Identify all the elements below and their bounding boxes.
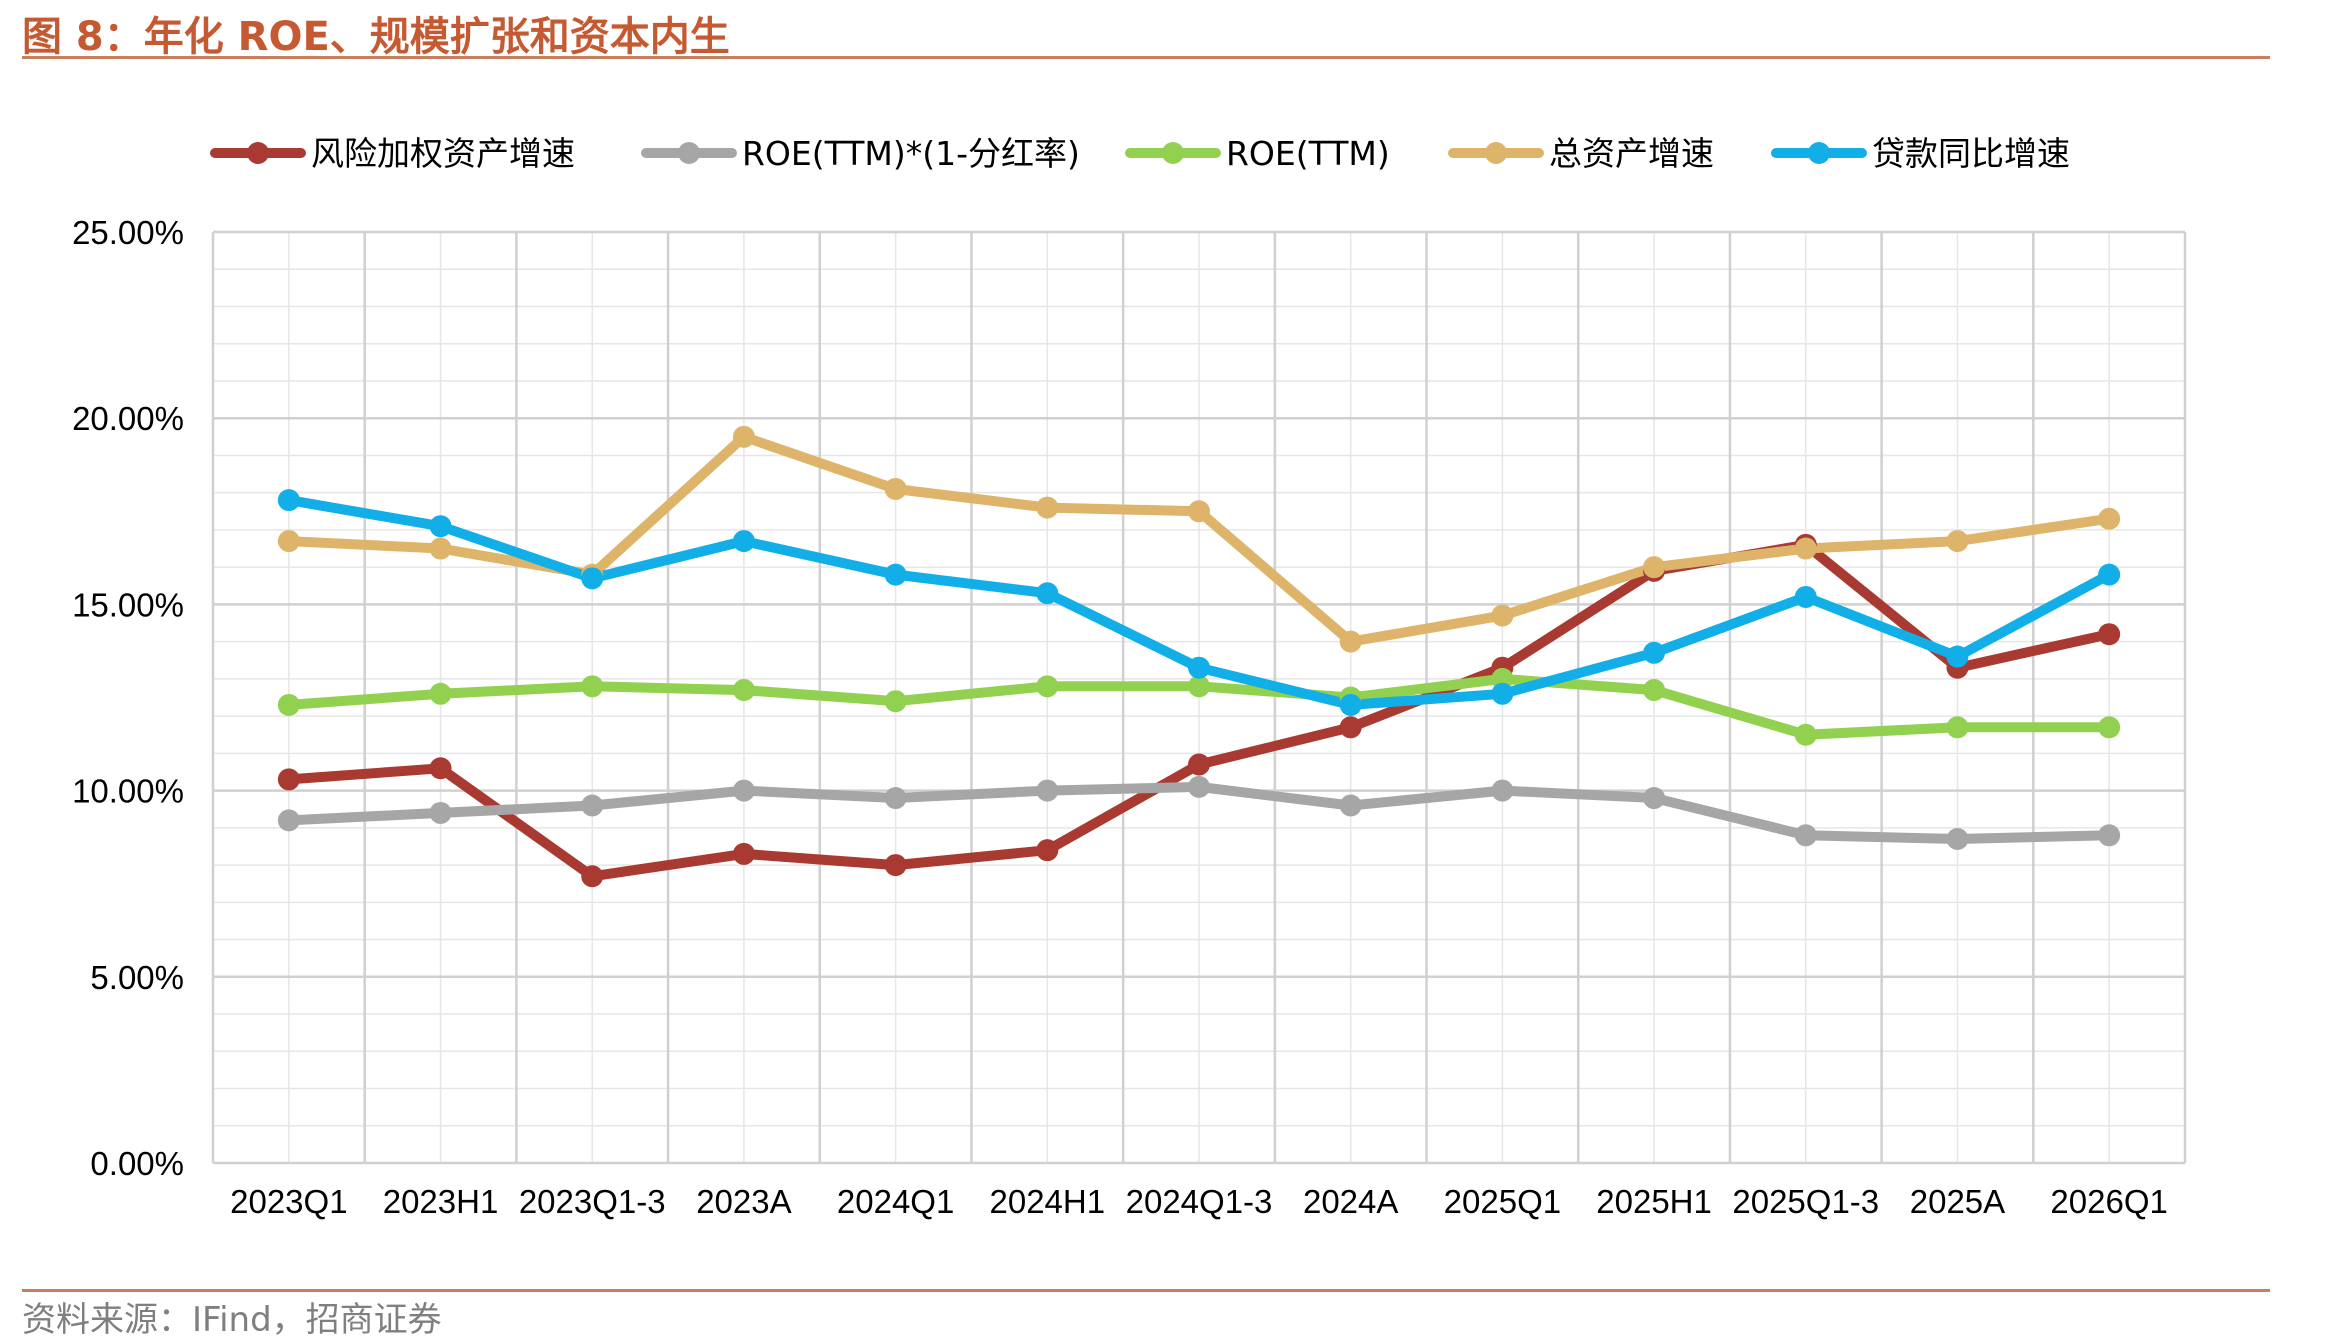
- data-point: [429, 515, 452, 538]
- data-point: [1794, 824, 1817, 847]
- data-point: [1491, 682, 1514, 705]
- data-point: [1643, 641, 1666, 664]
- data-point: [1339, 794, 1362, 817]
- y-tick-label: 5.00%: [90, 959, 184, 996]
- legend: 风险加权资产增速 ROE(TTM)*(1-分红率) ROE(TTM) 总资产增速 贷款同…: [210, 134, 2070, 173]
- line-chart: 0.00% 5.00% 10.00% 15.00% 20.00% 25.00% 2023Q…: [72, 134, 2187, 1220]
- x-tick-label: 2025Q1-3: [1732, 1183, 1879, 1220]
- data-point: [1036, 582, 1059, 605]
- data-point: [1036, 675, 1059, 698]
- data-point: [277, 768, 300, 791]
- y-axis-tick-labels: 0.00% 5.00% 10.00% 15.00% 20.00% 25.00%: [72, 214, 184, 1182]
- data-point: [1643, 556, 1666, 579]
- data-point: [1946, 828, 1969, 851]
- legend-label-3: 总资产增速: [1549, 134, 1714, 173]
- data-point: [2098, 716, 2121, 739]
- data-point: [429, 682, 452, 705]
- data-point: [732, 679, 755, 702]
- data-point: [429, 757, 452, 780]
- data-point: [2098, 507, 2121, 530]
- data-point: [1036, 779, 1059, 802]
- y-tick-label: 25.00%: [72, 214, 184, 251]
- data-point: [277, 693, 300, 716]
- data-point: [1188, 656, 1210, 679]
- data-point: [732, 425, 755, 448]
- legend-label-4: 贷款同比增速: [1872, 134, 2070, 173]
- data-point: [2098, 563, 2121, 586]
- data-point: [1491, 779, 1514, 802]
- source-note: 资料来源：IFind，招商证券: [22, 1300, 442, 1340]
- data-point: [1339, 630, 1362, 653]
- data-point: [1188, 775, 1210, 798]
- data-point: [277, 809, 300, 832]
- legend-label-0: 风险加权资产增速: [311, 134, 575, 173]
- data-point: [1339, 693, 1362, 716]
- data-point: [1491, 604, 1514, 627]
- legend-marker-1: [678, 142, 700, 164]
- data-point: [1339, 716, 1362, 739]
- data-point: [1188, 500, 1210, 523]
- x-tick-label: 2026Q1: [2050, 1183, 2167, 1220]
- data-point: [277, 530, 300, 553]
- data-point: [2098, 623, 2121, 646]
- x-tick-label: 2024A: [1303, 1183, 1398, 1220]
- y-tick-label: 0.00%: [90, 1145, 184, 1182]
- data-point: [429, 537, 452, 560]
- data-point: [1188, 675, 1210, 698]
- x-tick-label: 2024H1: [990, 1183, 1106, 1220]
- x-tick-label: 2025H1: [1596, 1183, 1712, 1220]
- data-point: [884, 563, 907, 586]
- series-points: [277, 425, 2121, 888]
- legend-marker-3: [1485, 142, 1507, 164]
- data-point: [884, 787, 907, 810]
- minor-gridlines: [213, 232, 2185, 1163]
- data-point: [581, 865, 604, 888]
- y-tick-label: 20.00%: [72, 400, 184, 437]
- data-point: [884, 854, 907, 877]
- x-tick-label: 2023H1: [383, 1183, 499, 1220]
- x-tick-label: 2023Q1-3: [519, 1183, 666, 1220]
- data-point: [1188, 753, 1210, 776]
- data-point: [732, 842, 755, 865]
- legend-label-2: ROE(TTM): [1226, 134, 1390, 173]
- legend-marker-4: [1808, 142, 1830, 164]
- data-point: [1643, 679, 1666, 702]
- legend-label-1: ROE(TTM)*(1-分红率): [742, 134, 1080, 173]
- data-point: [1946, 645, 1969, 668]
- data-point: [884, 477, 907, 500]
- data-point: [581, 567, 604, 590]
- source-rule: [22, 1289, 2270, 1292]
- data-point: [1036, 839, 1059, 862]
- figure-title: 图 8：年化 ROE、规模扩张和资本内生: [22, 14, 730, 60]
- data-point: [1794, 723, 1817, 746]
- x-tick-label: 2023Q1: [230, 1183, 347, 1220]
- title-rule: [22, 56, 2270, 59]
- data-point: [884, 690, 907, 713]
- data-point: [1794, 537, 1817, 560]
- x-tick-label: 2025Q1: [1444, 1183, 1561, 1220]
- y-tick-label: 15.00%: [72, 586, 184, 623]
- data-point: [581, 675, 604, 698]
- data-point: [429, 801, 452, 824]
- data-point: [2098, 824, 2121, 847]
- data-point: [1794, 585, 1817, 608]
- data-point: [277, 489, 300, 512]
- data-point: [581, 794, 604, 817]
- legend-marker-0: [247, 142, 269, 164]
- data-point: [732, 779, 755, 802]
- y-tick-label: 10.00%: [72, 773, 184, 810]
- x-tick-label: 2024Q1: [837, 1183, 954, 1220]
- x-tick-label: 2024Q1-3: [1126, 1183, 1273, 1220]
- data-point: [1946, 716, 1969, 739]
- x-tick-label: 2023A: [696, 1183, 791, 1220]
- data-point: [1946, 530, 1969, 553]
- legend-marker-2: [1162, 142, 1184, 164]
- data-point: [1643, 787, 1666, 810]
- x-axis-tick-labels: 2023Q1 2023H1 2023Q1-3 2023A 2024Q1 2024H1 202…: [230, 1183, 2168, 1220]
- data-point: [1036, 496, 1059, 519]
- x-tick-label: 2025A: [1910, 1183, 2005, 1220]
- data-point: [732, 530, 755, 553]
